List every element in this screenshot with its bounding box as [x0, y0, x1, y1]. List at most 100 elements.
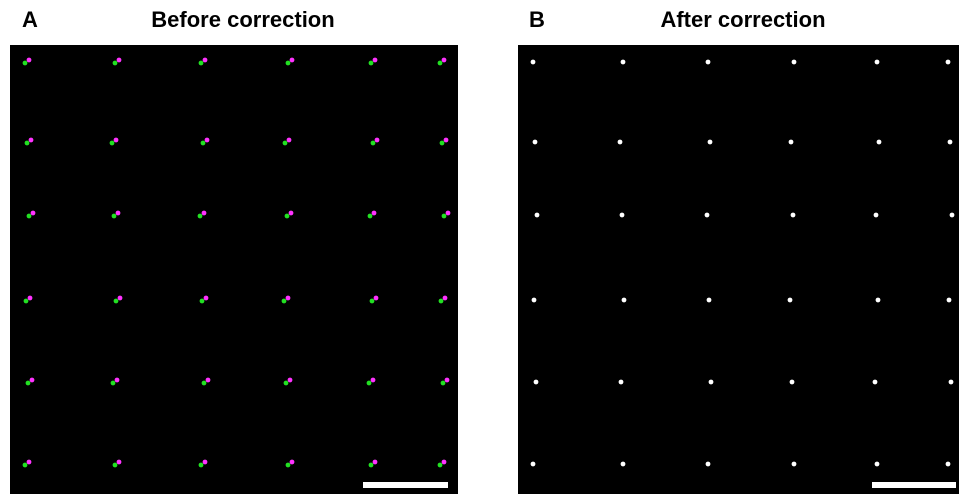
green-spot: [23, 61, 28, 66]
merged-spot: [950, 213, 955, 218]
green-spot: [282, 299, 287, 304]
magenta-spot: [375, 138, 380, 143]
green-spot: [440, 141, 445, 146]
green-spot: [286, 61, 291, 66]
magenta-spot: [203, 460, 208, 465]
merged-spot: [709, 380, 714, 385]
image-before: [10, 45, 458, 494]
image-after: [518, 45, 959, 494]
page: {"panels": [ {"label": "A", "title": "Be…: [0, 0, 959, 494]
green-spot: [199, 61, 204, 66]
green-spot: [113, 61, 118, 66]
green-spot: [110, 141, 115, 146]
magenta-spot: [29, 138, 34, 143]
green-spot: [442, 214, 447, 219]
green-spot: [25, 141, 30, 146]
green-spot: [439, 299, 444, 304]
green-spot: [284, 381, 289, 386]
magenta-spot: [205, 138, 210, 143]
green-spot: [285, 214, 290, 219]
magenta-spot: [115, 378, 120, 383]
scale-bar: [363, 482, 448, 488]
merged-spot: [621, 60, 626, 65]
magenta-spot: [290, 460, 295, 465]
panel-label: B: [529, 7, 545, 32]
merged-spot: [875, 462, 880, 467]
magenta-spot: [287, 138, 292, 143]
magenta-spot: [114, 138, 119, 143]
merged-spot: [788, 298, 793, 303]
magenta-spot: [442, 58, 447, 63]
merged-spot: [534, 380, 539, 385]
magenta-spot: [117, 460, 122, 465]
merged-spot: [708, 140, 713, 145]
merged-spot: [946, 60, 951, 65]
green-spot: [201, 141, 206, 146]
green-spot: [200, 299, 205, 304]
merged-spot: [874, 213, 879, 218]
merged-spot: [620, 213, 625, 218]
green-spot: [286, 463, 291, 468]
merged-spot: [533, 140, 538, 145]
magenta-spot: [290, 58, 295, 63]
green-spot: [369, 61, 374, 66]
merged-spot: [877, 140, 882, 145]
green-spot: [370, 299, 375, 304]
green-spot: [111, 381, 116, 386]
merged-spot: [535, 213, 540, 218]
magenta-spot: [446, 211, 451, 216]
merged-spot: [873, 380, 878, 385]
green-spot: [198, 214, 203, 219]
green-spot: [438, 463, 443, 468]
figure: A Before correction B After correction: [0, 0, 959, 494]
merged-spot: [531, 60, 536, 65]
magenta-spot: [204, 296, 209, 301]
magenta-spot: [373, 58, 378, 63]
panel-label: A: [22, 7, 38, 32]
merged-spot: [707, 298, 712, 303]
merged-spot: [875, 60, 880, 65]
green-spot: [202, 381, 207, 386]
magenta-spot: [117, 58, 122, 63]
merged-spot: [706, 60, 711, 65]
green-spot: [369, 463, 374, 468]
merged-spot: [792, 60, 797, 65]
merged-spot: [792, 462, 797, 467]
green-spot: [199, 463, 204, 468]
merged-spot: [948, 140, 953, 145]
magenta-spot: [206, 378, 211, 383]
merged-spot: [706, 462, 711, 467]
green-spot: [114, 299, 119, 304]
merged-spot: [791, 213, 796, 218]
magenta-spot: [372, 211, 377, 216]
scale-bar: [872, 482, 956, 488]
magenta-spot: [286, 296, 291, 301]
merged-spot: [618, 140, 623, 145]
merged-spot: [876, 298, 881, 303]
magenta-spot: [118, 296, 123, 301]
green-spot: [24, 299, 29, 304]
green-spot: [26, 381, 31, 386]
green-spot: [112, 214, 117, 219]
magenta-spot: [371, 378, 376, 383]
magenta-spot: [444, 138, 449, 143]
magenta-spot: [203, 58, 208, 63]
magenta-spot: [442, 460, 447, 465]
magenta-spot: [27, 460, 32, 465]
magenta-spot: [443, 296, 448, 301]
merged-spot: [621, 462, 626, 467]
merged-spot: [532, 298, 537, 303]
merged-spot: [531, 462, 536, 467]
magenta-spot: [374, 296, 379, 301]
green-spot: [113, 463, 118, 468]
merged-spot: [947, 298, 952, 303]
magenta-spot: [28, 296, 33, 301]
magenta-spot: [30, 378, 35, 383]
green-spot: [27, 214, 32, 219]
merged-spot: [622, 298, 627, 303]
green-spot: [368, 214, 373, 219]
magenta-spot: [289, 211, 294, 216]
magenta-spot: [116, 211, 121, 216]
magenta-spot: [27, 58, 32, 63]
magenta-spot: [202, 211, 207, 216]
